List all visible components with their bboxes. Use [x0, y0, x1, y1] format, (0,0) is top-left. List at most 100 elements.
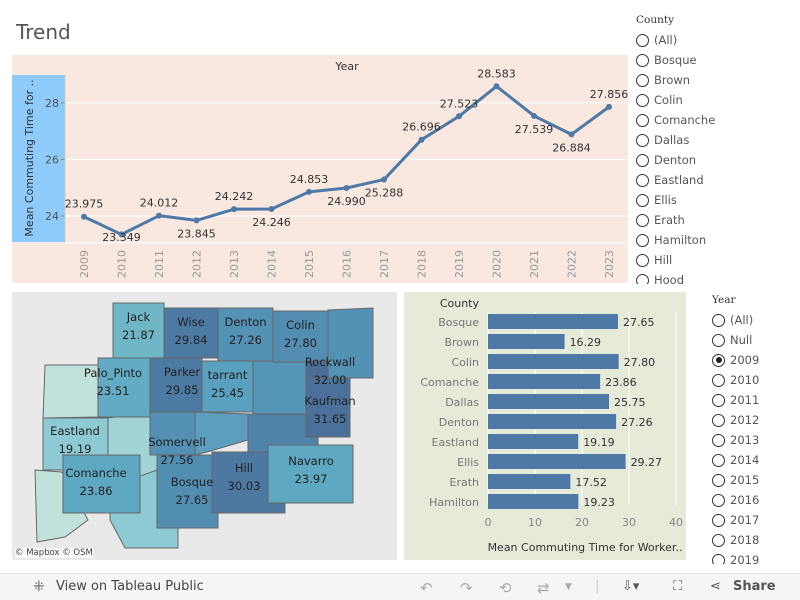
radio-button[interactable]	[712, 473, 725, 487]
filter-option-label: Hill	[654, 253, 673, 267]
data-point	[568, 131, 575, 138]
filter-option[interactable]: Eastland	[636, 170, 786, 190]
radio-button[interactable]	[636, 113, 649, 127]
filter-option[interactable]: 2011	[712, 390, 797, 410]
filter-option[interactable]: Colin	[636, 90, 786, 110]
filter-option[interactable]: Hill	[636, 250, 786, 270]
data-label: 23.845	[177, 227, 216, 240]
radio-button[interactable]	[636, 33, 649, 47]
filter-option[interactable]: Bosque	[636, 50, 786, 70]
radio-button[interactable]	[712, 353, 725, 367]
view-on-tableau-public-link[interactable]: View on Tableau Public	[56, 579, 204, 594]
filter-option[interactable]: 2014	[712, 450, 797, 470]
radio-button[interactable]	[636, 73, 649, 87]
undo-icon[interactable]: ↶	[420, 579, 433, 597]
radio-button[interactable]	[712, 433, 725, 447]
radio-button[interactable]	[636, 133, 649, 147]
osm-attribution[interactable]: © OSM	[62, 548, 93, 558]
filter-option[interactable]: 2012	[712, 410, 797, 430]
filter-option[interactable]: 2016	[712, 490, 797, 510]
county-filter-title: County	[636, 14, 675, 26]
filter-option[interactable]: (All)	[636, 30, 786, 50]
radio-button[interactable]	[712, 333, 725, 347]
filter-option[interactable]: 2017	[712, 510, 797, 530]
radio-button[interactable]	[712, 533, 725, 547]
share-icon[interactable]: ⋖	[710, 579, 721, 594]
refresh-dropdown-icon[interactable]: ▼	[565, 582, 572, 592]
radio-button[interactable]	[712, 413, 725, 427]
x-tick-label: 2022	[566, 250, 579, 278]
radio-button[interactable]	[636, 233, 649, 247]
map-canvas[interactable]: Jack 21.87 Wise 29.84 Denton 27.26 Colin 27.80 R…	[12, 292, 397, 560]
x-tick-label: 2017	[378, 250, 391, 278]
filter-option-label: Bosque	[654, 53, 697, 67]
radio-button[interactable]	[636, 153, 649, 167]
filter-option[interactable]: Brown	[636, 70, 786, 90]
filter-option-label: 2011	[730, 393, 760, 407]
fullscreen-icon[interactable]: ⛶	[673, 579, 683, 594]
data-point	[418, 136, 425, 143]
radio-button[interactable]	[636, 273, 649, 284]
radio-button[interactable]	[712, 493, 725, 507]
radio-button[interactable]	[712, 373, 725, 387]
filter-option[interactable]: Dallas	[636, 130, 786, 150]
share-button[interactable]: Share	[733, 579, 776, 594]
filter-option[interactable]: 2018	[712, 530, 797, 550]
county-map[interactable]: Jack 21.87 Wise 29.84 Denton 27.26 Colin 27.80 R…	[12, 292, 397, 560]
data-label: 27.523	[440, 97, 479, 110]
filter-option[interactable]: Erath	[636, 210, 786, 230]
filter-option-label: 2019	[730, 553, 760, 564]
filter-option-label: Denton	[654, 153, 697, 167]
radio-button[interactable]	[636, 173, 649, 187]
refresh-icon[interactable]: ⇄	[537, 579, 550, 597]
filter-option[interactable]: 2013	[712, 430, 797, 450]
y-tick-label: 26	[45, 153, 59, 166]
download-icon[interactable]: ⇩▾	[622, 579, 640, 594]
county-value-label: 32.00	[314, 373, 347, 387]
radio-button[interactable]	[712, 393, 725, 407]
redo-icon[interactable]: ↷	[460, 579, 473, 597]
county-comanche	[62, 454, 141, 514]
filter-option[interactable]: Denton	[636, 150, 786, 170]
filter-option[interactable]: Ellis	[636, 190, 786, 210]
radio-button[interactable]	[712, 313, 725, 327]
x-tick-label: 2013	[228, 250, 241, 278]
county-name-label: Comanche	[65, 466, 126, 480]
radio-button[interactable]	[636, 213, 649, 227]
radio-button[interactable]	[636, 93, 649, 107]
radio-button[interactable]	[712, 513, 725, 527]
filter-option[interactable]: 2015	[712, 470, 797, 490]
year-filter-title: Year	[712, 294, 736, 306]
radio-button[interactable]	[636, 253, 649, 267]
bar	[488, 434, 579, 449]
county-value-label: 29.84	[175, 333, 208, 347]
x-tick-label: 2009	[78, 250, 91, 278]
county-name-label: Palo_Pinto	[84, 366, 142, 380]
county-name-label: Colin	[286, 318, 315, 332]
filter-option[interactable]: Hood	[636, 270, 786, 284]
filter-option[interactable]: Comanche	[636, 110, 786, 130]
bar-value-label: 29.27	[631, 456, 663, 469]
radio-button[interactable]	[636, 193, 649, 207]
filter-option[interactable]: Null	[712, 330, 797, 350]
bar-value-label: 19.23	[583, 496, 615, 509]
filter-option[interactable]: 2009	[712, 350, 797, 370]
filter-option[interactable]: 2019	[712, 550, 797, 564]
filter-option[interactable]: Hamilton	[636, 230, 786, 250]
county-value-label: 21.87	[122, 328, 155, 342]
radio-button[interactable]	[712, 553, 725, 564]
revert-icon[interactable]: ⟲	[499, 579, 512, 597]
county-value-label: 23.86	[80, 484, 113, 498]
year-filter: Year (All) Null 2009 2010 2011 2012 2013 2014 20…	[712, 294, 797, 564]
radio-button[interactable]	[636, 53, 649, 67]
mapbox-attribution[interactable]: © Mapbox	[15, 548, 60, 558]
filter-option[interactable]: (All)	[712, 310, 797, 330]
bar-value-label: 16.29	[570, 336, 602, 349]
county-bosque	[156, 454, 219, 529]
map-attribution[interactable]: © Mapbox © OSM	[15, 548, 93, 558]
filter-option[interactable]: 2010	[712, 370, 797, 390]
county-wise	[163, 307, 219, 359]
filter-option-label: 2012	[730, 413, 760, 427]
radio-button[interactable]	[712, 453, 725, 467]
